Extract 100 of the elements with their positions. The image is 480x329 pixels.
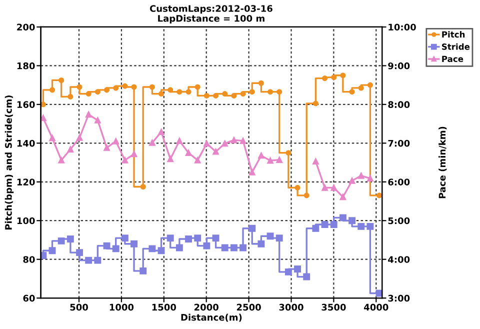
point — [104, 144, 110, 151]
y2-axis-title: Pace (min/km) — [438, 126, 447, 198]
point — [140, 267, 147, 274]
point — [122, 157, 128, 164]
point — [240, 244, 246, 252]
x-tick-label: 1500 — [152, 304, 176, 311]
y2-tick-label: 9:00 — [388, 62, 410, 70]
point — [104, 87, 110, 93]
point — [312, 158, 319, 164]
point — [40, 252, 47, 259]
point — [322, 76, 328, 82]
x-tick-label: 2500 — [236, 304, 261, 311]
point — [158, 247, 165, 254]
point — [176, 138, 183, 144]
point — [148, 245, 156, 252]
y-tick-label: 200 — [17, 24, 35, 31]
point — [312, 224, 320, 232]
y-tick-label: 180 — [17, 62, 35, 70]
point — [266, 232, 274, 240]
legend-label: Stride — [442, 43, 470, 50]
point — [58, 237, 65, 244]
point — [203, 242, 210, 250]
point — [85, 256, 92, 264]
y2-tick-label: 6:00 — [388, 178, 410, 186]
chart-title: CustomLaps:2012-03-16 — [150, 5, 272, 14]
point — [67, 146, 74, 152]
point — [76, 249, 83, 256]
point — [194, 157, 201, 164]
point — [340, 194, 346, 200]
point — [321, 221, 328, 228]
point — [348, 178, 356, 184]
point — [358, 85, 364, 91]
point — [186, 89, 192, 95]
point — [248, 169, 256, 176]
point — [66, 236, 74, 242]
point — [248, 224, 256, 232]
point — [130, 150, 138, 158]
point — [48, 247, 56, 254]
point — [131, 84, 137, 90]
point — [158, 91, 164, 97]
point — [94, 117, 101, 124]
point — [222, 91, 228, 97]
point — [349, 89, 355, 95]
point — [149, 84, 155, 90]
point — [176, 244, 183, 252]
x-tick-label: 500 — [70, 304, 88, 311]
point — [58, 77, 64, 84]
x-axis-title: Distance(m) — [181, 314, 242, 322]
point — [294, 266, 301, 272]
point — [339, 214, 346, 222]
x-tick-label: 3500 — [322, 304, 346, 311]
point — [76, 134, 83, 141]
point — [267, 89, 274, 95]
point — [258, 80, 264, 86]
point — [204, 140, 210, 147]
point — [204, 92, 210, 98]
y-tick-label: 120 — [17, 178, 35, 186]
point — [40, 102, 46, 108]
point — [358, 172, 364, 179]
point — [194, 84, 200, 90]
point — [258, 152, 264, 159]
y-axis-title: Pitch(bpm) and Stride(cm) — [4, 95, 14, 230]
point — [212, 92, 219, 98]
y-tick-label: 60 — [23, 294, 35, 302]
point — [276, 234, 283, 242]
y-tick-label: 80 — [23, 256, 35, 263]
point — [40, 114, 46, 122]
point — [221, 244, 228, 252]
point — [249, 89, 255, 95]
point — [276, 156, 282, 163]
point — [176, 89, 182, 95]
legend-label: Pace — [442, 56, 464, 62]
x-tick-label: 2000 — [194, 304, 218, 311]
point — [367, 175, 374, 182]
y-tick-label: 140 — [17, 140, 35, 147]
y2-tick-label: 7:00 — [388, 140, 410, 147]
point — [312, 100, 318, 106]
point — [168, 87, 174, 93]
point — [113, 85, 119, 91]
point — [267, 157, 274, 164]
point — [86, 91, 92, 97]
point — [286, 150, 292, 156]
point — [166, 234, 174, 242]
point — [94, 256, 102, 264]
point — [185, 236, 192, 242]
point — [222, 140, 228, 147]
y2-tick-label: 4:00 — [388, 256, 410, 263]
point — [366, 222, 374, 230]
y-tick-label: 160 — [17, 101, 35, 108]
point — [367, 82, 373, 88]
x-tick-label: 1000 — [110, 304, 134, 311]
point — [358, 222, 365, 230]
point — [122, 83, 128, 89]
y2-tick-label: 3:00 — [388, 294, 410, 302]
point — [85, 111, 92, 118]
point — [284, 268, 292, 276]
point — [94, 89, 100, 95]
point — [167, 156, 174, 162]
point — [340, 72, 346, 78]
point — [194, 234, 202, 242]
